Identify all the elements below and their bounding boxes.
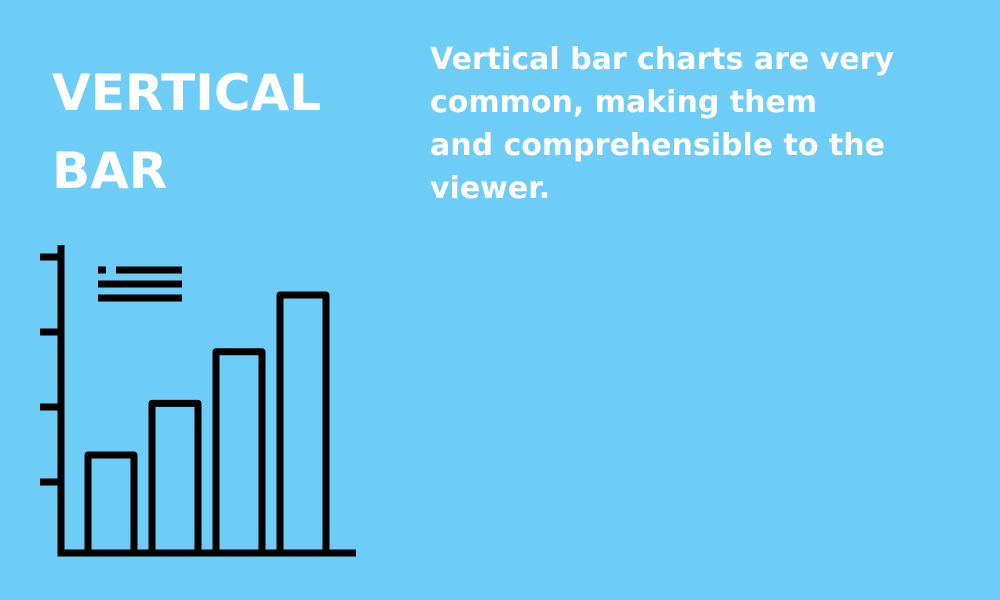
slide-title: VERTICAL BAR	[52, 54, 392, 210]
slide-description-line-3: and comprehensible to the	[430, 128, 885, 163]
slide-description-line-2: common, making them	[430, 85, 818, 120]
bar	[212, 348, 266, 553]
bar	[148, 399, 202, 553]
bar-chart-icon	[40, 245, 356, 557]
slide-description: Vertical bar charts are very common, mak…	[430, 38, 985, 210]
bar	[276, 291, 330, 553]
slide-description-line-1: Vertical bar charts are very	[430, 42, 894, 77]
slide-title-line-1: VERTICAL	[52, 64, 322, 122]
slide-title-line-2: BAR	[52, 142, 168, 200]
bar	[84, 451, 138, 553]
slide-description-line-4: viewer.	[430, 171, 551, 206]
